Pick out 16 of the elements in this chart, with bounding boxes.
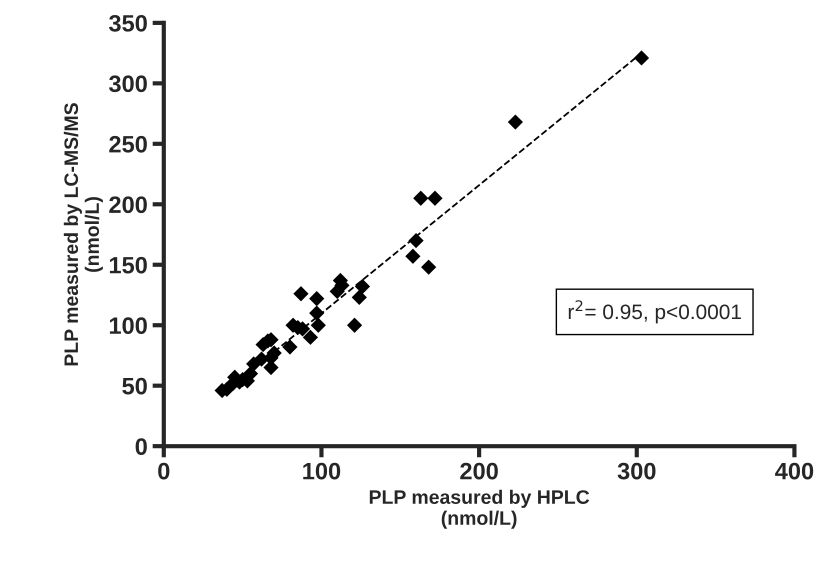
x-tick-label: 300 (618, 462, 656, 480)
y-tick-label: 300 (108, 75, 147, 92)
y-tick-label: 200 (109, 196, 147, 214)
x-axis-title: PLP measured by HPLC (nmol/L) (370, 490, 590, 529)
x-tick-label: 100 (303, 462, 340, 480)
annotation: r$^{2}$= 0.95, p<0.0001 (568, 300, 741, 324)
x-tick-label: 400 (775, 462, 814, 480)
x-tick-label: 200 (460, 462, 498, 480)
y-tick-label: 100 (110, 317, 147, 334)
y-tick-label: 350 (108, 14, 147, 32)
y-tick-label: 150 (110, 256, 147, 274)
y-tick-label: 50 (122, 378, 147, 394)
y-tick-label: 250 (109, 136, 147, 153)
y-tick-label: 0 (136, 438, 147, 455)
x-tick-label: 0 (158, 462, 170, 480)
y-axis-title: PLP measured by LC-MS/MS (nmol/L) (64, 103, 103, 366)
